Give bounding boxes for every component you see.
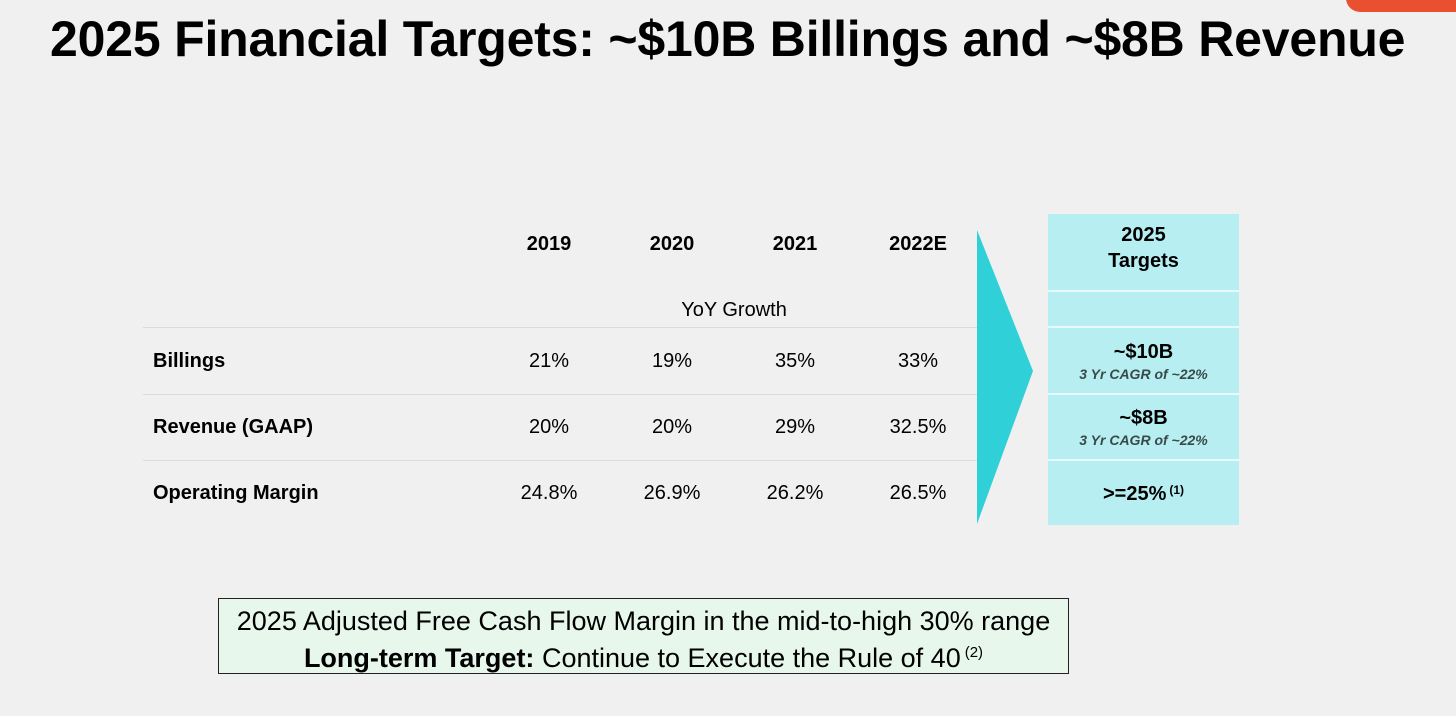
table-cell: 32.5% xyxy=(889,416,947,438)
targets-column: 2025 Targets ~$10B 3 Yr CAGR of ~22% ~$8… xyxy=(1048,214,1239,525)
table-cell: 26.5% xyxy=(889,482,947,504)
column-header-2022e: 2022E xyxy=(889,233,947,255)
footnote-marker: (2) xyxy=(964,644,984,661)
targets-header: 2025 Targets xyxy=(1048,222,1239,274)
row-divider xyxy=(143,327,978,328)
table-cell: 19% xyxy=(651,350,693,372)
table-cell: 21% xyxy=(528,350,570,372)
table-cell: 20% xyxy=(651,416,693,438)
corner-accent-tab xyxy=(1346,0,1456,12)
footnote-marker: (1) xyxy=(1169,483,1185,497)
table-cell: 24.8% xyxy=(520,482,578,504)
table-cell: 20% xyxy=(528,416,570,438)
long-term-target-detail: Continue to Execute the Rule of 40 xyxy=(534,643,961,673)
column-header-2020: 2020 xyxy=(649,233,695,255)
table-cell: 26.2% xyxy=(766,482,824,504)
long-term-target-label: Long-term Target: xyxy=(303,643,535,673)
column-header-2019: 2019 xyxy=(526,233,572,255)
operating-margin-target: >=25% (1) xyxy=(1048,483,1239,506)
column-header-2021: 2021 xyxy=(772,233,818,255)
billings-target-note: 3 Yr CAGR of ~22% xyxy=(1079,366,1208,382)
revenue-target-note: 3 Yr CAGR of ~22% xyxy=(1079,432,1208,448)
billings-target-value: ~$10B xyxy=(1113,341,1174,363)
row-label-billings: Billings xyxy=(153,350,226,372)
revenue-target-value: ~$8B xyxy=(1119,407,1168,429)
slide-title: 2025 Financial Targets: ~$10B Billings a… xyxy=(50,11,1406,67)
targets-header-label: Targets xyxy=(1108,250,1179,272)
targets-divider xyxy=(1048,459,1239,461)
targets-divider xyxy=(1048,290,1239,292)
yoy-growth-subheader: YoY Growth xyxy=(681,299,787,321)
long-term-target-text: Long-term Target: Continue to Execute th… xyxy=(219,637,1068,674)
targets-divider xyxy=(1048,326,1239,328)
row-divider xyxy=(143,394,978,395)
table-cell: 35% xyxy=(774,350,816,372)
row-label-revenue: Revenue (GAAP) xyxy=(153,416,314,438)
row-label-operating-margin: Operating Margin xyxy=(153,482,319,504)
table-cell: 26.9% xyxy=(643,482,701,504)
table-cell: 33% xyxy=(897,350,939,372)
chevron-arrow-icon xyxy=(977,230,1033,524)
targets-divider xyxy=(1048,393,1239,395)
targets-header-year: 2025 xyxy=(1121,224,1166,246)
fcf-callout-box: 2025 Adjusted Free Cash Flow Margin in t… xyxy=(218,598,1069,674)
fcf-margin-text: 2025 Adjusted Free Cash Flow Margin in t… xyxy=(236,606,1051,636)
operating-margin-target-value: >=25% xyxy=(1102,483,1167,505)
table-cell: 29% xyxy=(774,416,816,438)
row-divider xyxy=(143,460,978,461)
